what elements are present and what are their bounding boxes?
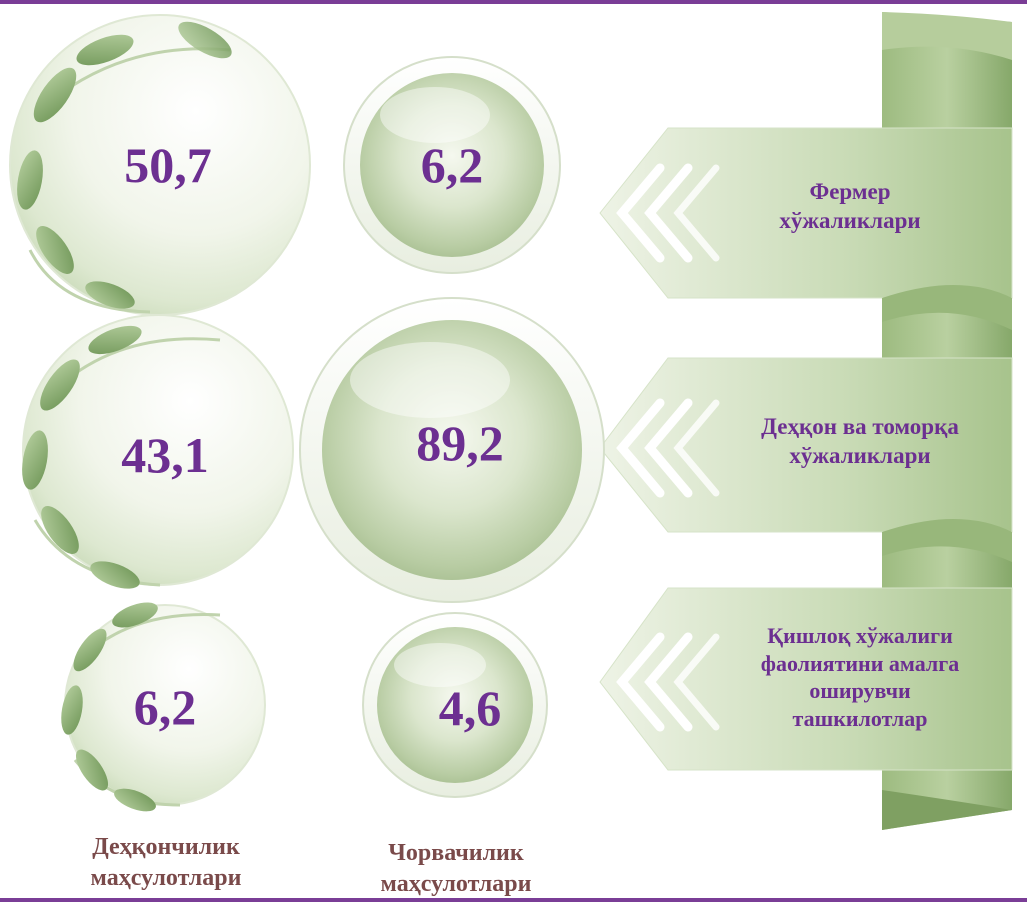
column-label-livestock: Чорвачилик маҳсулотлари xyxy=(336,838,576,900)
livestock-value-row-2: 89,2 xyxy=(416,415,504,471)
leaf-globe-3 xyxy=(61,602,266,812)
sphere-3 xyxy=(362,612,548,798)
crop-value-row-1: 50,7 xyxy=(124,137,212,193)
row-label-line: ташкилотлар xyxy=(792,705,928,731)
chevron-icon xyxy=(616,163,720,732)
row-label-line: Деҳқон ва томорқа xyxy=(761,414,959,439)
sphere-1 xyxy=(343,56,561,274)
sphere-2 xyxy=(299,297,605,603)
crop-value-row-2: 43,1 xyxy=(121,427,209,483)
row-label-line: хўжаликлари xyxy=(779,207,921,233)
column-label-line: Деҳқончилик xyxy=(92,834,240,860)
top-border xyxy=(0,0,1027,4)
bottom-border xyxy=(0,898,1027,902)
column-label-crop: Деҳқончилик маҳсулотлари xyxy=(46,832,286,894)
row-label-line: фаолиятини амалга xyxy=(760,650,960,676)
row-label-line: оширувчи xyxy=(809,678,911,703)
row-label-line: Фермер xyxy=(809,179,891,204)
livestock-value-row-3: 4,6 xyxy=(438,680,502,736)
leaf-globe-2 xyxy=(22,314,294,589)
row-label-dehqon: Деҳқон ва томорқа хўжаликлари xyxy=(700,413,1020,471)
livestock-value-row-1: 6,2 xyxy=(420,137,484,193)
row-label-line: хўжаликлари xyxy=(789,442,931,468)
row-label-organizations: Қишлоқ хўжалиги фаолиятини амалга оширув… xyxy=(710,622,1010,732)
ribbon-banner xyxy=(599,12,1013,830)
column-label-line: Чорвачилик xyxy=(388,840,524,866)
row-label-farmer: Фермер хўжаликлари xyxy=(700,178,1000,236)
row-label-line: Қишлоқ хўжалиги xyxy=(767,623,953,648)
column-label-line: маҳсулотлари xyxy=(90,865,242,892)
crop-value-row-3: 6,2 xyxy=(133,679,197,735)
column-label-line: маҳсулотлари xyxy=(380,871,532,898)
